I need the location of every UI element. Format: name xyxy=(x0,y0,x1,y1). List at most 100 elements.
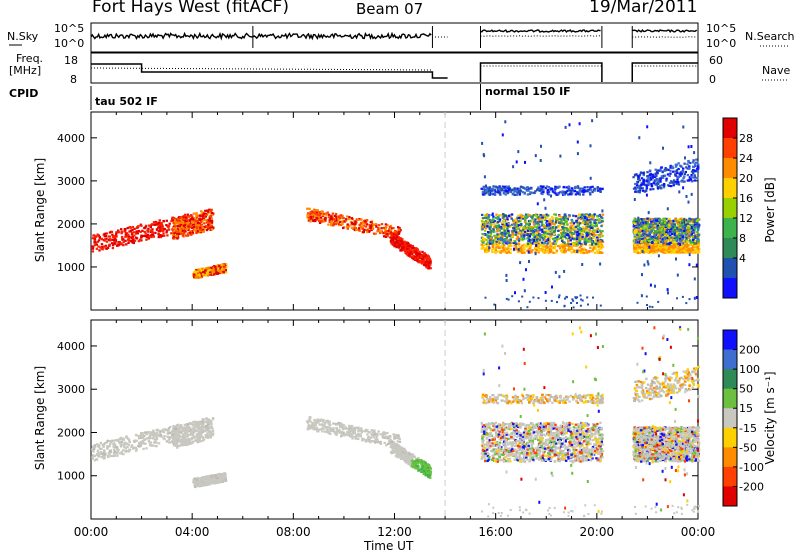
power-data-point xyxy=(358,229,361,232)
power-data-point xyxy=(642,221,646,224)
power-data-point xyxy=(553,228,557,231)
power-data-point xyxy=(486,234,489,237)
power-data-point xyxy=(128,230,131,233)
power-data-point xyxy=(569,190,572,193)
power-data-point xyxy=(569,222,572,225)
power-data-point xyxy=(658,231,661,234)
power-data-point xyxy=(322,220,325,223)
power-data-point xyxy=(491,218,495,221)
power-data-point xyxy=(596,250,599,253)
power-data-point xyxy=(537,216,540,219)
power-data-point xyxy=(494,190,497,193)
power-data-point xyxy=(574,193,578,196)
power-data-point xyxy=(560,239,564,242)
power-data-point xyxy=(685,221,688,224)
power-data-point xyxy=(644,247,647,251)
power-data-point xyxy=(400,247,404,250)
power-data-point xyxy=(676,222,679,225)
power-data-point xyxy=(563,193,566,196)
power-data-point xyxy=(490,192,493,195)
power-data-point xyxy=(570,218,573,222)
power-data-point xyxy=(675,243,678,246)
power-data-point xyxy=(638,240,642,243)
power-data-point xyxy=(577,217,580,220)
power-data-point xyxy=(595,224,599,227)
power-data-point xyxy=(590,218,593,221)
power-data-point xyxy=(584,227,588,230)
power-data-point xyxy=(667,168,670,171)
power-data-point xyxy=(588,225,591,228)
power-data-point xyxy=(558,224,562,227)
power-data-point xyxy=(632,187,636,190)
power-data-point xyxy=(533,226,537,229)
power-data-point xyxy=(484,227,488,230)
power-data-point xyxy=(397,236,400,239)
power-data-point xyxy=(561,192,564,195)
power-data-point xyxy=(507,246,510,249)
power-data-point xyxy=(358,224,361,227)
power-data-point xyxy=(672,220,675,223)
power-data-point xyxy=(636,248,640,251)
power-data-point xyxy=(634,241,637,244)
power-ytick-label: 2000 xyxy=(57,218,85,231)
power-data-point xyxy=(320,220,324,223)
power-data-point xyxy=(526,242,530,245)
power-data-point xyxy=(195,212,198,215)
power-data-point xyxy=(661,171,664,174)
power-data-point xyxy=(316,213,319,216)
power-data-point xyxy=(150,233,153,237)
power-data-point xyxy=(686,163,689,166)
power-data-point xyxy=(660,187,663,190)
power-data-point xyxy=(504,248,507,251)
power-data-point xyxy=(512,229,515,232)
power-data-point xyxy=(687,248,690,251)
power-data-point xyxy=(517,243,521,246)
power-data-point xyxy=(177,218,180,221)
power-data-point xyxy=(209,271,212,274)
power-data-point xyxy=(653,220,656,223)
power-data-point xyxy=(220,264,223,267)
power-data-point xyxy=(494,251,497,254)
power-data-point xyxy=(657,226,661,229)
power-data-point xyxy=(531,191,534,194)
power-data-point xyxy=(532,232,536,235)
power-data-point xyxy=(654,237,657,240)
power-data-point xyxy=(674,225,677,228)
power-data-point xyxy=(570,225,574,228)
power-data-point xyxy=(543,236,546,239)
power-data-point xyxy=(532,231,535,234)
power-data-point xyxy=(583,247,586,250)
power-data-point xyxy=(592,217,595,220)
power-data-point xyxy=(601,230,604,233)
power-data-point xyxy=(121,243,125,247)
power-data-point xyxy=(577,213,581,216)
power-data-point xyxy=(589,231,593,234)
power-data-point xyxy=(502,225,505,228)
power-data-point xyxy=(601,220,604,223)
power-data-point xyxy=(689,249,692,252)
power-data-point xyxy=(526,193,530,196)
power-data-point xyxy=(690,234,693,237)
power-data-point xyxy=(566,229,569,232)
power-data-point xyxy=(520,232,523,235)
power-data-point xyxy=(509,238,512,241)
power-data-point xyxy=(505,225,508,228)
power-data-point xyxy=(587,237,591,240)
power-data-point xyxy=(579,233,583,236)
power-data-point xyxy=(564,232,567,235)
power-data-point xyxy=(390,238,393,241)
power-data-point xyxy=(583,241,586,244)
power-data-point xyxy=(525,189,528,192)
power-data-point xyxy=(574,215,578,218)
power-data-point xyxy=(205,225,208,228)
power-data-point xyxy=(668,174,671,177)
power-data-point xyxy=(99,246,102,249)
power-data-point xyxy=(642,174,645,177)
power-data-point xyxy=(653,234,656,237)
power-data-point xyxy=(497,190,500,193)
power-data-point xyxy=(599,232,603,235)
power-colorbar-tick-label: 20 xyxy=(739,172,753,185)
power-data-point xyxy=(543,232,546,235)
power-data-point xyxy=(491,248,494,251)
power-data-point xyxy=(691,251,695,254)
